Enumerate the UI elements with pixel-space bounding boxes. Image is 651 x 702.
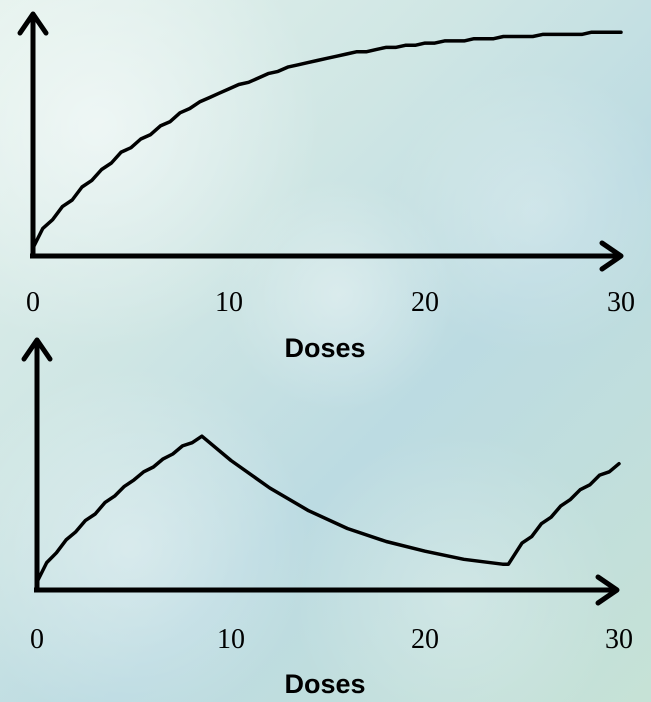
chart-top-series-line: [31, 30, 623, 250]
chart-bottom-x-tick-label: 0: [30, 624, 44, 655]
chart-top-y-axis-arrow: [17, 11, 49, 36]
chart-top: 0 10 20 30 Doses: [17, 11, 635, 363]
chart-bottom-x-axis-title: Doses: [284, 669, 365, 699]
chart-bottom-series-line: [35, 434, 621, 584]
chart-top-x-axis-title: Doses: [284, 333, 365, 363]
chart-bottom: 0 10 20 30 Doses: [21, 337, 633, 699]
chart-bottom-x-axis-arrow: [595, 574, 620, 606]
chart-bottom-x-tick-label: 20: [411, 624, 439, 655]
chart-bottom-x-tick-label: 10: [217, 624, 245, 655]
chart-top-x-axis-arrow: [599, 240, 624, 272]
chart-bottom-x-tick-label: 30: [605, 624, 633, 655]
chart-top-x-tick-label: 30: [607, 287, 635, 318]
chart-top-x-tick-label: 20: [411, 287, 439, 318]
chart-top-x-tick-label: 0: [26, 287, 40, 318]
chart-top-x-tick-label: 10: [215, 287, 243, 318]
chart-bottom-y-axis-arrow: [21, 337, 53, 362]
